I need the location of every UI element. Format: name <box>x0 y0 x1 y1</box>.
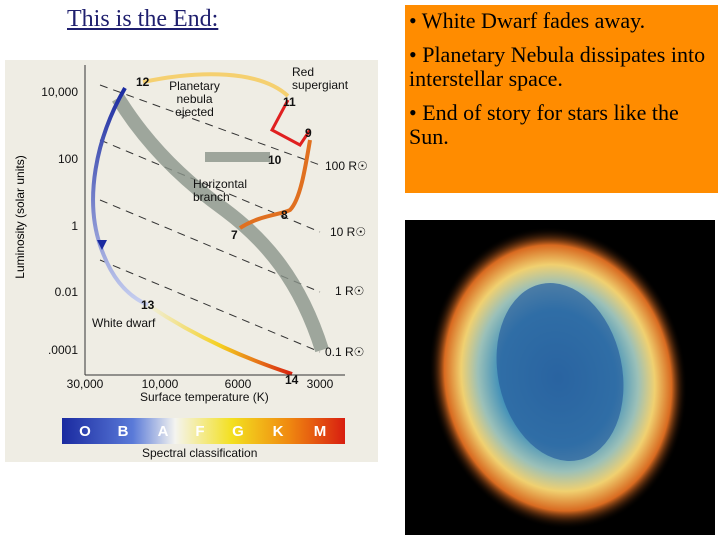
rgb-track <box>238 139 312 230</box>
diagram-label: Planetary nebula ejected <box>169 79 220 119</box>
bullet: • Planetary Nebula dissipates into inter… <box>409 42 706 91</box>
x-tick-label: 10,000 <box>141 377 179 391</box>
y-tick-label: 0.01 <box>54 285 78 299</box>
spectral-class: B <box>117 423 129 440</box>
spectral-bar <box>62 418 345 444</box>
arrow <box>97 240 107 250</box>
stage-number: 12 <box>136 75 150 89</box>
y-tick-label: 100 <box>57 152 78 166</box>
diagram-bg <box>5 60 378 462</box>
radius-label: 10 R☉ <box>330 225 367 239</box>
stage-number: 11 <box>283 95 296 109</box>
stage-number: 14 <box>285 373 299 387</box>
spectral-class: F <box>195 423 205 440</box>
spectral-class: G <box>232 423 244 440</box>
spectral-class: K <box>272 423 284 440</box>
spectral-class: O <box>79 423 91 440</box>
stage-number: 10 <box>268 153 282 167</box>
y-tick-label: 10,000 <box>41 85 78 99</box>
white-dwarf-track <box>91 87 149 307</box>
main-sequence <box>112 94 329 353</box>
x-tick-label: 3000 <box>306 377 334 391</box>
radius-label: 0.1 R☉ <box>325 345 365 359</box>
stage-number: 13 <box>141 298 155 312</box>
spectral-label: Spectral classification <box>142 446 258 460</box>
x-axis-label: Surface temperature (K) <box>140 390 269 404</box>
stage-number: 7 <box>231 228 238 242</box>
stage-number: 8 <box>281 208 288 222</box>
bullet: • White Dwarf fades away. <box>409 8 646 33</box>
diagram-label: Red supergiant <box>292 65 349 92</box>
y-tick-label: 1 <box>71 219 78 233</box>
agb-track <box>142 72 290 98</box>
y-tick-label: .0001 <box>47 343 78 357</box>
cooling-track <box>146 303 293 376</box>
slide-title[interactable]: This is the End: <box>67 6 219 32</box>
radius-label: 1 R☉ <box>335 284 365 298</box>
x-tick-label: 30,000 <box>66 377 104 391</box>
x-tick-label: 6000 <box>224 377 252 391</box>
spectral-class: M <box>313 423 327 440</box>
diagram-label: White dwarf <box>92 316 156 330</box>
giant-track <box>269 99 312 147</box>
nebula-core <box>496 283 624 461</box>
stage-number: 9 <box>305 126 312 140</box>
bullet: • End of story for stars like the Sun. <box>409 100 679 149</box>
spectral-class: A <box>157 423 169 440</box>
diagram-label: Horizontal branch <box>193 177 248 204</box>
radius-label: 100 R☉ <box>325 159 368 173</box>
bullet-box: • White Dwarf fades away. • Planetary Neb… <box>405 5 718 193</box>
